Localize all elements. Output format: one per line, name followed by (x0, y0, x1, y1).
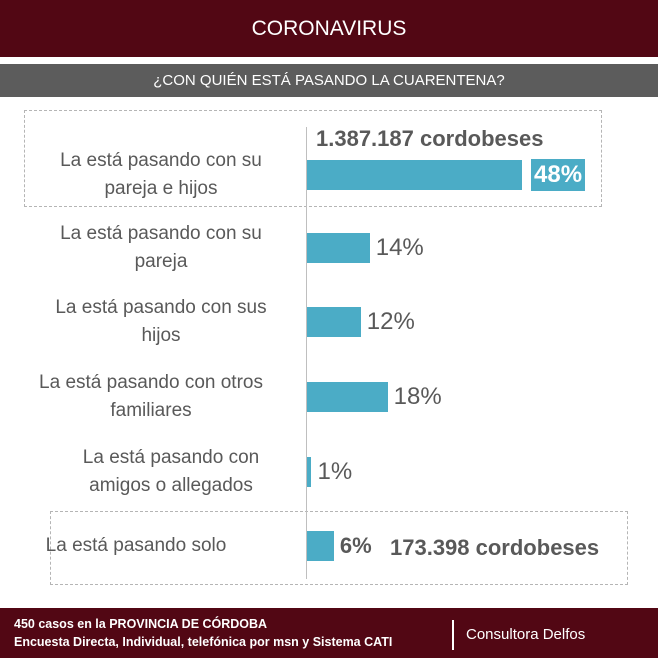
highlight-box-bottom (50, 511, 628, 585)
category-label: La está pasando con su pareja (60, 223, 262, 272)
bar (307, 382, 388, 412)
annotation-top: 1.387.187 cordobeses (316, 126, 544, 151)
footer-sample: 450 casos en la PROVINCIA DE CÓRDOBA (14, 617, 268, 631)
value-label: 6% (339, 533, 372, 558)
highlight-box-top (24, 110, 602, 207)
footer: 450 casos en la PROVINCIA DE CÓRDOBA Enc… (0, 608, 658, 658)
category-label: La está pasando con su pareja e hijos (60, 150, 262, 199)
bar (307, 160, 523, 190)
bar (307, 457, 312, 487)
bar (307, 233, 370, 263)
category-label: La está pasando solo (45, 535, 227, 556)
brand-name: Consultora Delfos (466, 626, 586, 643)
page-title: CORONAVIRUS (0, 0, 658, 57)
bar (307, 307, 361, 337)
bar (307, 531, 334, 561)
value-label: 48% (531, 159, 586, 191)
value-label: 14% (375, 234, 424, 261)
value-label: 18% (393, 383, 442, 410)
category-label: La está pasando con amigos o allegados (82, 447, 260, 496)
category-label: La está pasando con sus hijos (55, 297, 267, 346)
category-axis (306, 127, 307, 579)
footer-divider (452, 620, 454, 650)
footer-method: Encuesta Directa, Individual, telefónica… (14, 635, 393, 649)
category-label: La está pasando con otros familiares (39, 372, 263, 421)
annotation-bottom: 173.398 cordobeses (390, 535, 600, 560)
value-label: 1% (317, 458, 353, 485)
value-label: 12% (366, 308, 415, 335)
page-subtitle: ¿CON QUIÉN ESTÁ PASANDO LA CUARENTENA? (0, 64, 658, 97)
